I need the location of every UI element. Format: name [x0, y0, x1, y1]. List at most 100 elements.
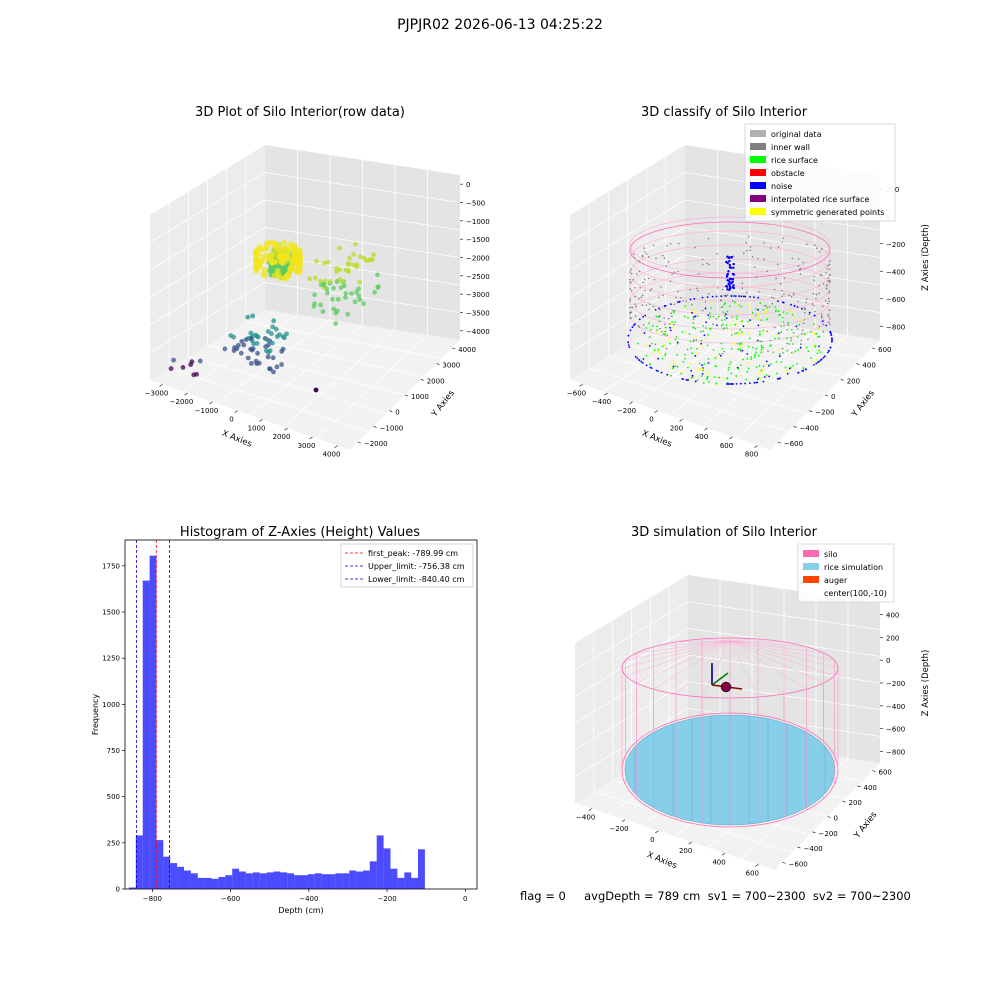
y-axis-label: Y Axies — [852, 810, 880, 842]
y-tick — [812, 831, 816, 834]
rice-surface-point — [645, 354, 648, 357]
x-tick — [654, 410, 658, 413]
y-tick — [420, 379, 424, 381]
inner-wall-point — [629, 306, 631, 309]
silo-roof-line — [625, 640, 731, 676]
rice-surface-point — [762, 308, 765, 311]
noise-point — [813, 364, 815, 366]
rice-surface-point — [811, 360, 814, 363]
rice-surface-point — [796, 336, 799, 338]
data-point — [261, 267, 268, 274]
z-tick-label: −200 — [886, 680, 905, 688]
rice-surface-point — [707, 362, 710, 364]
inner-wall-point — [661, 254, 664, 257]
inner-wall-point — [643, 247, 645, 249]
data-point — [253, 250, 260, 257]
histogram-bar — [259, 873, 267, 889]
x-tick — [754, 445, 758, 448]
x-tick-label: −2000 — [170, 398, 194, 406]
legend-swatch — [750, 143, 766, 150]
x-tick — [729, 436, 733, 440]
rice-surface-point — [729, 305, 731, 308]
rice-surface-point — [659, 352, 662, 355]
noise-point — [727, 256, 730, 259]
y-tick-label: 2000 — [427, 377, 445, 385]
data-point — [263, 240, 270, 247]
inner-wall-point — [630, 311, 633, 314]
rice-surface-point — [742, 325, 745, 328]
inner-wall-point — [822, 323, 825, 326]
rice-surface-point — [731, 331, 733, 334]
inner-wall-point — [818, 325, 821, 328]
inner-wall-point — [630, 272, 633, 275]
histogram-bar — [369, 861, 377, 889]
inner-wall-point — [799, 273, 802, 275]
inner-wall-point — [763, 258, 765, 260]
inner-wall-point — [717, 287, 719, 289]
data-point — [372, 289, 378, 295]
rice-surface-point — [693, 316, 695, 318]
inner-wall-point — [828, 321, 830, 323]
data-point — [263, 344, 269, 349]
rice-surface-point — [687, 377, 689, 380]
silo-roof-line — [625, 640, 731, 661]
histogram-bar — [225, 875, 233, 889]
noise-point — [829, 346, 832, 349]
rice-surface-point — [757, 377, 760, 379]
inner-wall-point — [700, 330, 702, 333]
noise-point — [732, 262, 735, 266]
noise-point — [733, 295, 735, 297]
data-point — [281, 275, 288, 282]
inner-wall-point — [806, 243, 808, 245]
silo-roof-line — [636, 640, 731, 684]
rice-surface-point — [747, 367, 750, 370]
inner-wall-point — [701, 258, 704, 261]
rice-surface-point — [651, 342, 653, 345]
noise-point — [689, 298, 692, 301]
rice-surface-point — [690, 347, 692, 349]
silo-wireframe — [629, 258, 831, 316]
inner-wall-point — [630, 317, 632, 320]
x-tick-label: 400 — [695, 433, 708, 441]
histogram-bar — [190, 873, 198, 889]
inner-wall-point — [697, 289, 699, 292]
inner-wall-point — [642, 281, 644, 284]
inner-wall-point — [781, 289, 783, 292]
data-point — [337, 245, 342, 251]
histogram-bar — [390, 868, 398, 889]
inner-wall-point — [662, 294, 664, 297]
inner-wall-point — [643, 278, 646, 281]
data-point — [241, 342, 247, 348]
y-tick-label: −600 — [789, 860, 808, 868]
legend-label: obstacle — [771, 169, 805, 178]
histogram-bar — [156, 840, 164, 889]
rice-surface-point — [656, 325, 658, 328]
legend-swatch — [803, 563, 819, 570]
data-point — [343, 267, 349, 273]
rice-surface-point — [781, 316, 784, 319]
rice-surface-point — [682, 361, 685, 363]
rice-surface-point — [700, 375, 703, 377]
noise-point — [728, 263, 731, 267]
rice-surface-point — [819, 351, 822, 354]
inner-wall-point — [804, 312, 806, 314]
rice-surface-point — [760, 319, 763, 322]
legend-swatch — [803, 576, 819, 583]
rice-surface-point — [724, 302, 727, 305]
noise-point — [726, 383, 728, 385]
x-tick-label: −1000 — [195, 407, 219, 415]
rice-surface-point — [735, 315, 738, 318]
rice-surface-point — [648, 322, 650, 325]
rice-surface-point — [720, 306, 723, 309]
inner-wall-point — [813, 275, 816, 278]
histogram-bar — [411, 877, 418, 889]
rice-surface-point — [760, 346, 763, 349]
histogram-bar — [397, 877, 405, 889]
inner-wall-point — [783, 325, 785, 327]
inner-wall-point — [641, 304, 644, 306]
rice-surface-point — [755, 308, 758, 310]
noise-point — [701, 296, 704, 299]
rice-surface-point — [791, 313, 794, 316]
inner-wall-point — [721, 288, 724, 291]
status-footer: flag = 0 avgDepth = 789 cm sv1 = 700~230… — [520, 889, 911, 903]
